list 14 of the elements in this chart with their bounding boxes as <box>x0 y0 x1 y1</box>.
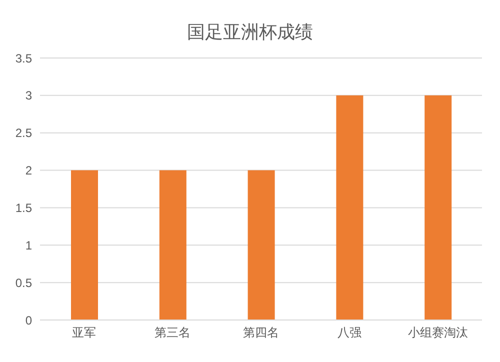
x-tick-label: 小组赛淘汰 <box>408 326 468 340</box>
y-tick-label: 1 <box>25 238 32 252</box>
y-tick-label: 1.5 <box>15 200 32 215</box>
y-tick-label: 3 <box>25 88 32 103</box>
x-tick-label: 亚军 <box>72 326 96 340</box>
y-tick-label: 3.5 <box>15 51 32 66</box>
chart-title: 国足亚洲杯成绩 <box>186 21 314 44</box>
y-tick-label: 0.5 <box>15 276 32 290</box>
x-tick-label: 第四名 <box>243 326 279 340</box>
y-tick-label: 2.5 <box>15 126 32 140</box>
y-tick-label: 0 <box>25 313 32 328</box>
x-tick-label: 八强 <box>337 326 362 340</box>
y-tick-label: 2 <box>25 164 32 178</box>
x-tick-label: 第三名 <box>154 326 191 340</box>
